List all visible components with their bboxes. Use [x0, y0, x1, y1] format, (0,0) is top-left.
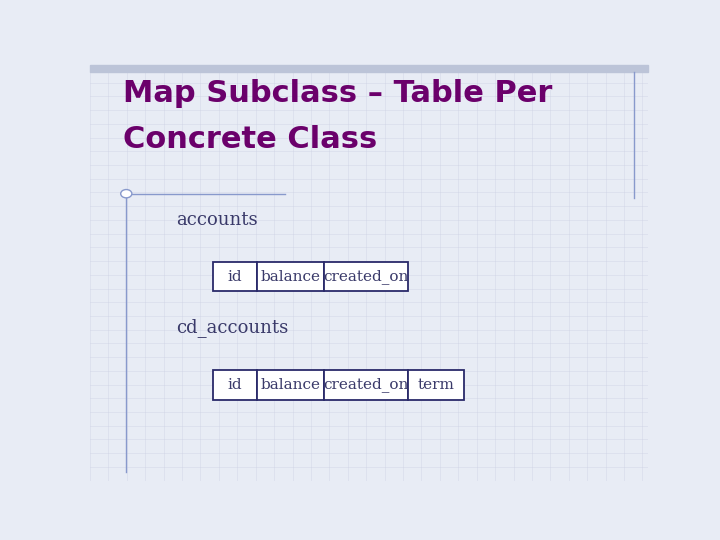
FancyBboxPatch shape — [213, 370, 258, 400]
Text: cd_accounts: cd_accounts — [176, 318, 289, 337]
Text: created_on: created_on — [323, 269, 409, 284]
FancyBboxPatch shape — [324, 262, 408, 292]
Text: accounts: accounts — [176, 211, 258, 229]
Text: created_on: created_on — [323, 377, 409, 393]
FancyBboxPatch shape — [324, 370, 408, 400]
FancyBboxPatch shape — [258, 370, 324, 400]
FancyBboxPatch shape — [213, 262, 258, 292]
Text: Map Subclass – Table Per: Map Subclass – Table Per — [124, 79, 553, 109]
Text: id: id — [228, 378, 243, 392]
Text: term: term — [418, 378, 454, 392]
Text: balance: balance — [261, 270, 321, 284]
Bar — [90, 65, 648, 72]
Text: balance: balance — [261, 378, 321, 392]
Circle shape — [121, 190, 132, 198]
Text: Concrete Class: Concrete Class — [124, 125, 378, 154]
FancyBboxPatch shape — [258, 262, 324, 292]
FancyBboxPatch shape — [408, 370, 464, 400]
Text: id: id — [228, 270, 243, 284]
